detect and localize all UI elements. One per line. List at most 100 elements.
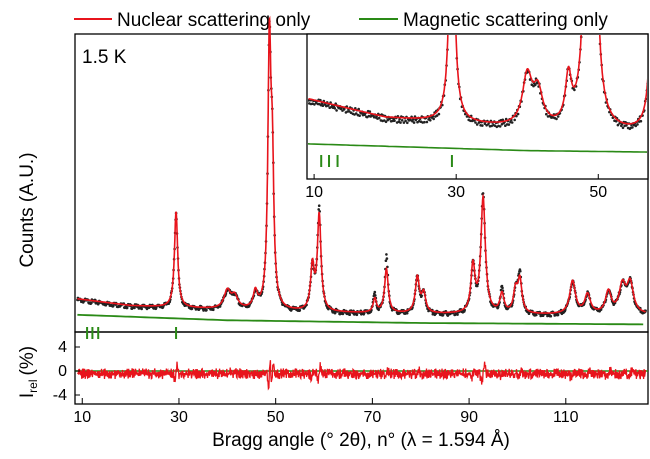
inset-observed-point — [425, 120, 429, 124]
observed-point — [341, 312, 345, 316]
x-axis-tick-labels: 10 30 50 70 90 110 — [73, 409, 578, 426]
inset-observed-point — [429, 119, 432, 122]
observed-point — [434, 312, 438, 316]
nuclear-fit-line — [77, 15, 646, 314]
inset-observed-point — [398, 117, 401, 121]
inset-observed-point — [406, 121, 409, 125]
inset-observed-point — [545, 112, 548, 116]
observed-point — [405, 311, 409, 315]
observed-point — [298, 308, 302, 312]
observed-point — [556, 313, 560, 317]
inset-x-tick-label: 10 — [305, 184, 323, 201]
observed-point — [519, 269, 522, 273]
inset-observed-point — [483, 122, 487, 125]
observed-point — [111, 304, 115, 308]
inset-observed-point — [614, 120, 618, 123]
inset-observed-point — [625, 124, 628, 127]
inset-observed-point — [501, 118, 505, 122]
x-axis-title: Bragg angle (° 2θ), n° (λ = 1.594 Å) — [212, 430, 510, 451]
main-plot-area — [76, 15, 647, 404]
residual-tick-label: 4 — [58, 339, 67, 356]
inset-observed-point — [481, 124, 484, 127]
observed-point — [535, 313, 538, 317]
x-tick-label: 110 — [553, 409, 579, 426]
observed-point — [377, 308, 381, 312]
inset-observed-point — [631, 126, 634, 129]
observed-point — [549, 314, 553, 318]
observed-point — [441, 313, 445, 317]
observed-point — [373, 290, 377, 294]
observed-point — [205, 308, 208, 312]
observed-point — [362, 311, 366, 315]
magnetic-fit-line — [77, 313, 644, 326]
inset-observed-point — [342, 108, 346, 111]
residual-axis-title-symbol: I — [17, 393, 38, 398]
inset-observed-point — [556, 115, 560, 118]
inset-observed-point — [335, 109, 338, 112]
inset-observed-point — [515, 114, 518, 118]
x-tick-label: 90 — [460, 409, 478, 426]
inset-observed-point — [404, 119, 407, 123]
inset-nuclear-fit-line — [308, 35, 647, 125]
observed-point — [218, 305, 222, 308]
residual-plot-frame — [74, 331, 649, 405]
observed-point — [384, 259, 388, 263]
temperature-annotation: 1.5 K — [82, 47, 127, 68]
inset-observed-point — [616, 123, 620, 127]
x-tick-label: 30 — [170, 409, 188, 426]
observed-point — [501, 286, 504, 290]
observed-point — [355, 313, 359, 317]
inset-observed-point — [384, 120, 388, 124]
inset-observed-point — [498, 125, 502, 128]
inset-observed-point — [423, 120, 426, 124]
observed-point — [385, 257, 389, 260]
x-tick-label: 50 — [267, 409, 285, 426]
inset-observed-point — [474, 121, 477, 124]
inset-x-axis-tick-labels: 10 30 50 — [305, 184, 607, 201]
residual-line — [76, 360, 647, 391]
inset-observed-point — [354, 112, 358, 115]
inset-plot-group — [308, 2, 647, 153]
observed-point — [125, 306, 129, 310]
observed-point — [496, 305, 500, 309]
inset-observed-point — [393, 119, 396, 122]
inset-observed-point — [555, 117, 558, 121]
observed-point — [317, 208, 321, 211]
inset-observed-point — [510, 121, 514, 124]
observed-point — [420, 294, 424, 298]
svg-text:Irel(%): Irel (%) — [17, 346, 40, 398]
chart-legend: Nuclear scattering only Magnetic scatter… — [74, 10, 608, 31]
observed-point — [140, 307, 143, 311]
residual-axis-title-subscript: rel — [26, 379, 40, 392]
inset-observed-point — [368, 110, 372, 113]
inset-observed-point — [516, 112, 520, 116]
inset-observed-point — [475, 123, 479, 126]
residual-axis-title-unit: (%) — [17, 346, 38, 376]
inset-observed-point — [573, 88, 576, 92]
observed-point — [476, 284, 479, 288]
inset-observed-point — [399, 121, 402, 124]
inset-observed-point — [435, 114, 439, 117]
x-tick-label: 10 — [73, 409, 91, 426]
residual-tick-label: -4 — [53, 387, 67, 404]
residual-axis-title: Irel (%) — [17, 346, 40, 398]
observed-point — [348, 313, 352, 317]
observed-point — [317, 204, 321, 207]
inset-x-tick-label: 50 — [589, 184, 607, 201]
inset-observed-point — [533, 83, 537, 87]
inset-observed-point — [437, 112, 441, 116]
inset-observed-point — [432, 117, 436, 121]
inset-observed-point — [636, 123, 639, 126]
observed-point — [385, 253, 388, 256]
y-axis-title: Counts (A.U.) — [17, 152, 38, 267]
inset-observed-point — [507, 123, 511, 126]
inset-observed-point — [454, 2, 457, 5]
inset-observed-point — [504, 124, 507, 127]
inset-observed-point — [634, 124, 638, 128]
inset-observed-point — [377, 116, 381, 120]
inset-observed-point — [621, 126, 625, 130]
inset-frame — [306, 33, 649, 180]
inset-observed-point — [358, 114, 361, 117]
inset-magnetic-fit-line — [308, 143, 647, 153]
inset-observed-point — [333, 107, 337, 110]
